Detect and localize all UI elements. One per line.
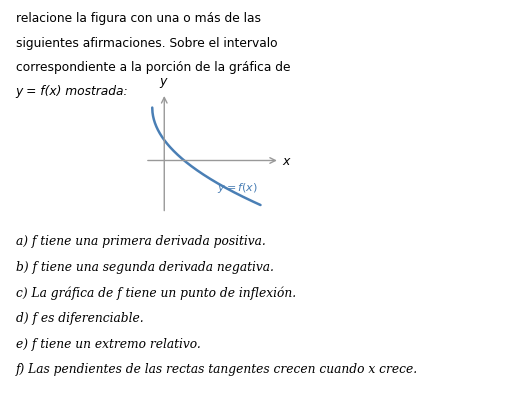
Text: e) f tiene un extremo relativo.: e) f tiene un extremo relativo. (16, 337, 200, 350)
Text: d) f es diferenciable.: d) f es diferenciable. (16, 311, 143, 324)
Text: y = f(x) mostrada:: y = f(x) mostrada: (16, 85, 128, 98)
Text: $y = f(x)$: $y = f(x)$ (217, 181, 258, 194)
Text: siguientes afirmaciones. Sobre el intervalo: siguientes afirmaciones. Sobre el interv… (16, 36, 277, 49)
Text: correspondiente a la porción de la gráfica de: correspondiente a la porción de la gráfi… (16, 61, 290, 74)
Text: f) Las pendientes de las rectas tangentes crecen cuando x crece.: f) Las pendientes de las rectas tangente… (16, 362, 418, 375)
Text: relacione la figura con una o más de las: relacione la figura con una o más de las (16, 12, 261, 25)
Text: a) f tiene una primera derivada positiva.: a) f tiene una primera derivada positiva… (16, 235, 265, 248)
Text: b) f tiene una segunda derivada negativa.: b) f tiene una segunda derivada negativa… (16, 260, 274, 273)
Text: c) La gráfica de f tiene un punto de inflexión.: c) La gráfica de f tiene un punto de inf… (16, 286, 296, 299)
Text: $y$: $y$ (160, 76, 169, 90)
Text: $x$: $x$ (282, 155, 292, 168)
